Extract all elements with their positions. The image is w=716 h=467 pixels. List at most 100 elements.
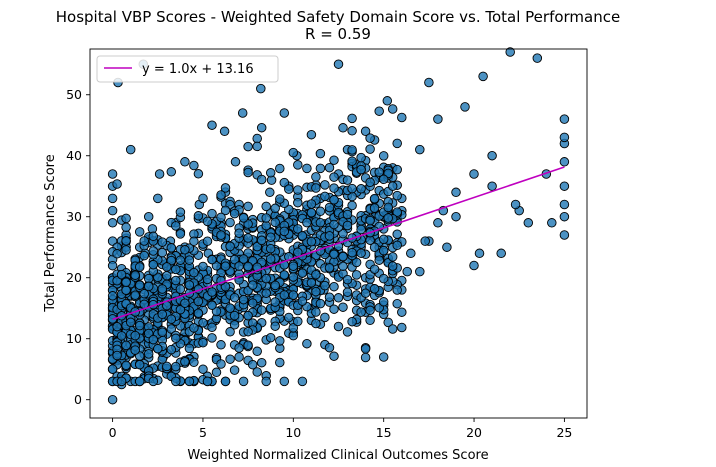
data-point <box>311 307 321 317</box>
data-point <box>293 197 303 208</box>
data-point <box>270 203 280 214</box>
data-point <box>383 202 393 213</box>
x-axis: 0 5 10 15 20 25 <box>109 418 572 440</box>
data-point <box>256 83 266 94</box>
data-point <box>148 376 159 387</box>
data-point <box>234 228 244 238</box>
data-point <box>107 291 118 301</box>
data-point <box>139 288 149 299</box>
data-point <box>329 351 339 361</box>
data-point <box>360 126 371 137</box>
data-point <box>162 361 172 372</box>
data-point <box>238 294 249 305</box>
data-point <box>329 281 339 292</box>
y-tick-label: 0 <box>74 392 82 407</box>
data-point <box>189 236 199 247</box>
data-point <box>397 112 407 123</box>
data-point <box>189 323 199 333</box>
data-point <box>387 324 398 334</box>
data-point <box>130 345 140 355</box>
data-point <box>153 193 163 204</box>
data-point <box>207 322 217 333</box>
data-point <box>284 312 294 323</box>
data-point <box>107 169 118 179</box>
data-point <box>392 229 402 239</box>
data-point <box>338 123 348 133</box>
data-point <box>229 365 240 375</box>
data-point <box>378 174 389 185</box>
data-point <box>279 270 290 280</box>
data-point <box>171 264 181 275</box>
data-point <box>315 206 326 217</box>
data-point <box>306 278 317 288</box>
data-point <box>333 321 344 332</box>
data-point <box>369 193 380 204</box>
x-tick-label: 15 <box>376 425 392 440</box>
data-point <box>387 104 398 114</box>
data-point <box>175 284 186 294</box>
data-point <box>157 309 168 320</box>
data-point <box>189 160 199 171</box>
data-point <box>374 106 384 116</box>
data-point <box>478 71 488 82</box>
data-point <box>256 305 267 315</box>
data-point <box>347 113 357 124</box>
data-point <box>338 302 348 312</box>
data-point <box>311 269 321 280</box>
data-point <box>207 287 217 297</box>
data-point <box>342 209 353 220</box>
data-point <box>329 155 339 165</box>
data-point <box>157 237 168 247</box>
data-point <box>505 47 515 57</box>
data-point <box>365 144 375 154</box>
data-point <box>134 376 145 387</box>
data-point <box>130 290 140 300</box>
data-point <box>342 175 353 185</box>
data-point <box>184 343 195 354</box>
data-point <box>265 332 276 343</box>
x-tick-label: 25 <box>556 425 572 440</box>
data-point <box>148 246 159 256</box>
data-point <box>171 275 181 286</box>
x-axis-label: Weighted Normalized Clinical Outcomes Sc… <box>187 448 488 463</box>
data-point <box>315 298 326 309</box>
data-point <box>460 102 470 112</box>
data-point <box>378 273 389 284</box>
data-point <box>220 183 231 193</box>
data-point <box>424 77 434 88</box>
y-tick-label: 10 <box>66 331 82 346</box>
data-point <box>243 141 253 152</box>
regression-line <box>112 166 565 321</box>
data-point <box>559 199 570 210</box>
data-point <box>442 242 452 252</box>
data-point <box>378 234 389 245</box>
y-tick-label: 30 <box>66 209 82 224</box>
data-point <box>265 187 275 198</box>
data-point <box>229 292 240 303</box>
data-point <box>392 190 402 201</box>
data-point <box>202 376 213 387</box>
data-point <box>121 277 131 288</box>
data-point <box>306 236 317 247</box>
data-point <box>148 334 159 345</box>
data-point <box>342 274 353 285</box>
data-point <box>175 304 186 315</box>
data-point <box>107 218 118 228</box>
data-point <box>153 343 163 354</box>
data-point <box>487 150 497 161</box>
data-point <box>311 318 321 329</box>
data-point <box>252 141 262 152</box>
data-point <box>420 236 430 246</box>
data-point <box>347 200 357 211</box>
data-point <box>230 157 241 167</box>
data-point <box>496 248 506 259</box>
data-point <box>356 307 366 317</box>
data-point <box>252 133 262 144</box>
data-point <box>107 193 118 204</box>
data-point <box>261 273 271 284</box>
data-point <box>306 207 317 218</box>
data-point <box>225 303 235 313</box>
data-point <box>166 324 177 334</box>
data-point <box>288 147 299 158</box>
